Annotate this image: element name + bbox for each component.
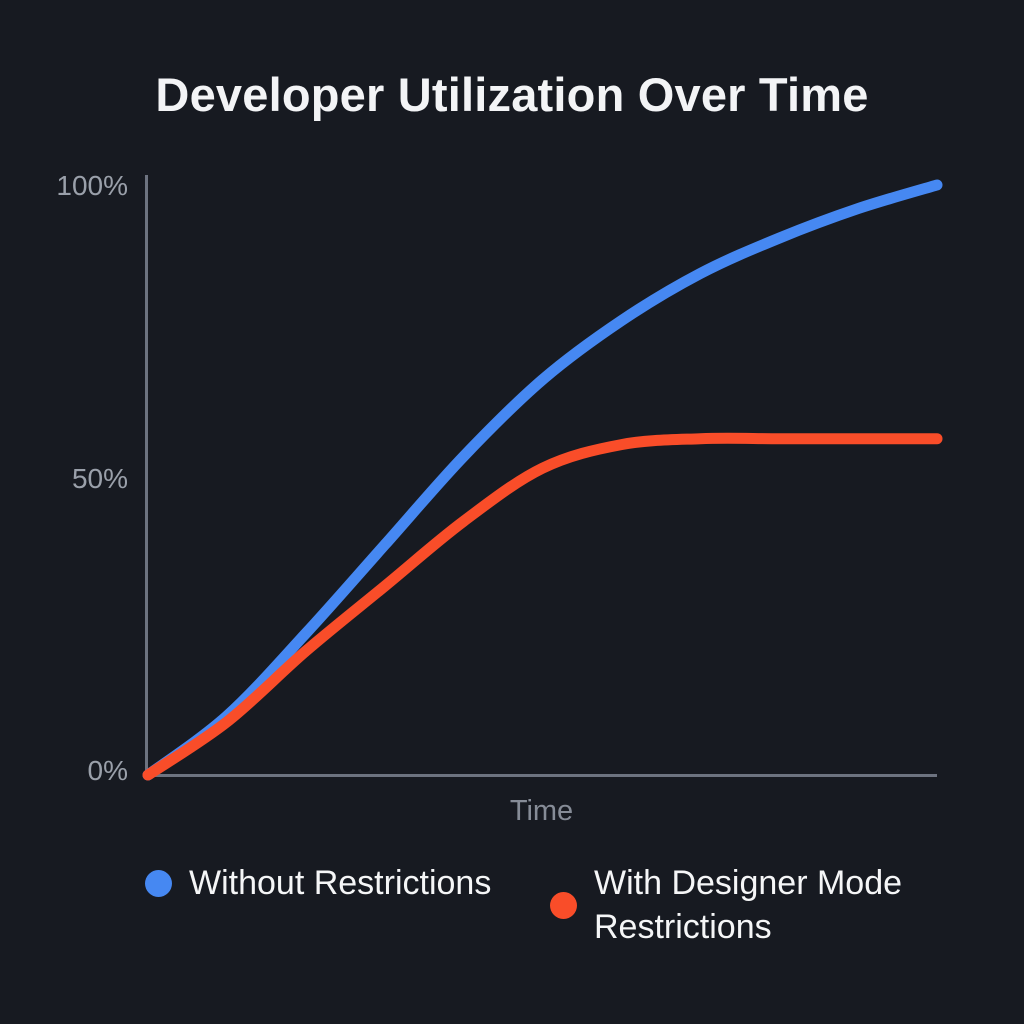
legend-item-without-restrictions: Without Restrictions xyxy=(145,861,491,905)
y-tick-label-0: 0% xyxy=(87,755,128,786)
legend-item-with-designer-mode-restrictions: With Designer Mode Restrictions xyxy=(550,861,929,949)
legend-label-with-designer-mode-restrictions: With Designer Mode Restrictions xyxy=(594,864,903,946)
chart-title: Developer Utilization Over Time xyxy=(155,68,869,121)
legend-dot-with-designer-mode-restrictions-icon xyxy=(550,891,577,919)
legend-label-without-restrictions: Without Restrictions xyxy=(189,864,492,902)
y-tick-label-50: 50% xyxy=(71,463,128,494)
series-line-with-designer-mode-restrictions xyxy=(142,432,943,781)
x-axis-label: Time xyxy=(509,795,574,827)
legend-dot-without-restrictions-icon xyxy=(145,869,172,897)
series-line-without-restrictions xyxy=(142,179,943,781)
y-tick-label-100: 100% xyxy=(56,170,128,201)
